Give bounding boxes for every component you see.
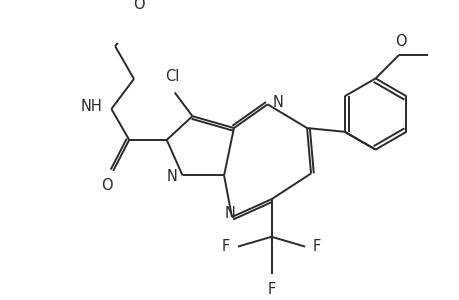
Text: NH: NH: [81, 100, 102, 115]
Text: O: O: [101, 178, 113, 193]
Text: F: F: [312, 239, 320, 254]
Text: Cl: Cl: [165, 69, 179, 84]
Text: F: F: [221, 239, 230, 254]
Text: O: O: [394, 34, 406, 49]
Text: F: F: [267, 282, 275, 297]
Text: N: N: [224, 206, 235, 221]
Text: O: O: [132, 0, 144, 12]
Text: N: N: [272, 95, 283, 110]
Text: N: N: [167, 169, 178, 184]
